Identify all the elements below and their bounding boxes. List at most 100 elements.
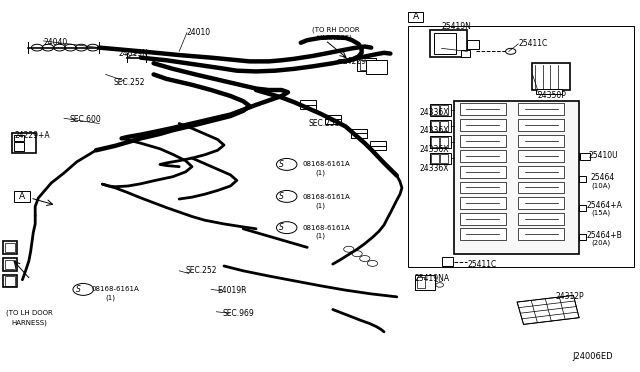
Bar [360, 60, 374, 70]
Bar [3, 258, 17, 271]
Bar [518, 166, 564, 178]
Text: S: S [279, 160, 284, 169]
Bar [14, 191, 30, 202]
Bar [351, 129, 367, 138]
Bar [370, 141, 386, 150]
Text: 25411C: 25411C [467, 260, 497, 269]
Bar [460, 182, 506, 193]
Text: 08168-6161A: 08168-6161A [302, 225, 350, 231]
Text: 25411C: 25411C [518, 39, 548, 48]
Bar [5, 243, 15, 252]
Text: S: S [279, 223, 284, 232]
Bar [357, 58, 376, 71]
Text: 24019N: 24019N [118, 49, 148, 58]
Text: 24336X: 24336X [419, 108, 449, 117]
Bar [460, 150, 506, 162]
Bar [430, 153, 451, 164]
Bar [325, 115, 341, 124]
Text: J24006ED: J24006ED [573, 352, 613, 361]
Bar [460, 135, 506, 147]
Text: SEC.253: SEC.253 [308, 119, 340, 128]
Text: 25419N: 25419N [442, 22, 472, 31]
Bar [14, 135, 24, 141]
Bar [579, 176, 586, 182]
Text: A: A [413, 12, 419, 21]
Bar [580, 153, 590, 160]
Text: SEC.600: SEC.600 [69, 115, 101, 124]
Bar [518, 119, 564, 131]
Text: 25464+B: 25464+B [586, 231, 622, 240]
Bar [5, 260, 15, 269]
Bar [415, 275, 435, 290]
Bar [417, 277, 425, 288]
Text: (1): (1) [315, 232, 325, 239]
Text: 24040: 24040 [44, 38, 68, 47]
Bar [3, 241, 17, 254]
Bar [430, 136, 451, 148]
Bar [440, 154, 448, 163]
Text: 24336X: 24336X [419, 145, 449, 154]
Text: 24229+A: 24229+A [14, 131, 50, 140]
Text: SEC.969: SEC.969 [223, 309, 255, 318]
Bar [14, 142, 24, 151]
Bar [12, 133, 36, 153]
Bar [460, 103, 506, 115]
Bar [431, 105, 439, 115]
Text: A: A [19, 192, 25, 201]
Bar [536, 89, 562, 94]
Text: 08168-6161A: 08168-6161A [92, 286, 140, 292]
Text: 24350P: 24350P [538, 92, 566, 100]
Text: (1): (1) [315, 202, 325, 209]
Bar [460, 197, 506, 209]
Text: HARNESS): HARNESS) [316, 35, 352, 41]
Bar [442, 257, 453, 266]
Bar [5, 276, 15, 286]
Bar [431, 137, 439, 147]
Bar [518, 182, 564, 193]
Text: (15A): (15A) [591, 209, 611, 216]
Text: 25419NA: 25419NA [415, 274, 450, 283]
Text: (1): (1) [106, 294, 116, 301]
Bar [460, 228, 506, 240]
Bar [408, 26, 634, 267]
Bar [300, 100, 316, 109]
Text: 08168-6161A: 08168-6161A [302, 161, 350, 167]
Bar [518, 103, 564, 115]
Bar [430, 30, 467, 57]
Bar [460, 213, 506, 225]
Bar [440, 137, 448, 147]
Bar [3, 275, 17, 287]
Text: 25410U: 25410U [589, 151, 618, 160]
Text: HARNESS): HARNESS) [12, 319, 47, 326]
Bar [440, 121, 448, 131]
Bar [532, 63, 570, 90]
Bar [579, 205, 586, 211]
Text: 24312P: 24312P [556, 292, 584, 301]
Bar [467, 40, 479, 49]
Bar [579, 234, 586, 240]
Text: 25464: 25464 [590, 173, 614, 182]
Text: (1): (1) [315, 169, 325, 176]
Text: 24336X: 24336X [419, 164, 449, 173]
Bar [430, 120, 451, 132]
Text: (TO RH DOOR: (TO RH DOOR [312, 26, 360, 33]
Bar [518, 228, 564, 240]
Bar [460, 166, 506, 178]
Bar [366, 60, 387, 74]
Text: 25464+A: 25464+A [586, 201, 622, 210]
Text: 24010: 24010 [187, 28, 211, 37]
Text: E4019R: E4019R [218, 286, 247, 295]
Bar [461, 50, 470, 57]
Text: (TO LH DOOR: (TO LH DOOR [6, 310, 53, 317]
Polygon shape [517, 295, 579, 324]
Bar [518, 135, 564, 147]
Bar [454, 101, 579, 254]
Bar [408, 12, 423, 22]
Bar [460, 119, 506, 131]
Bar [431, 154, 439, 163]
Bar [518, 197, 564, 209]
Text: 24336X: 24336X [419, 126, 449, 135]
Text: (10A): (10A) [591, 182, 611, 189]
Text: 08168-6161A: 08168-6161A [302, 194, 350, 200]
Text: 24229: 24229 [342, 57, 367, 66]
